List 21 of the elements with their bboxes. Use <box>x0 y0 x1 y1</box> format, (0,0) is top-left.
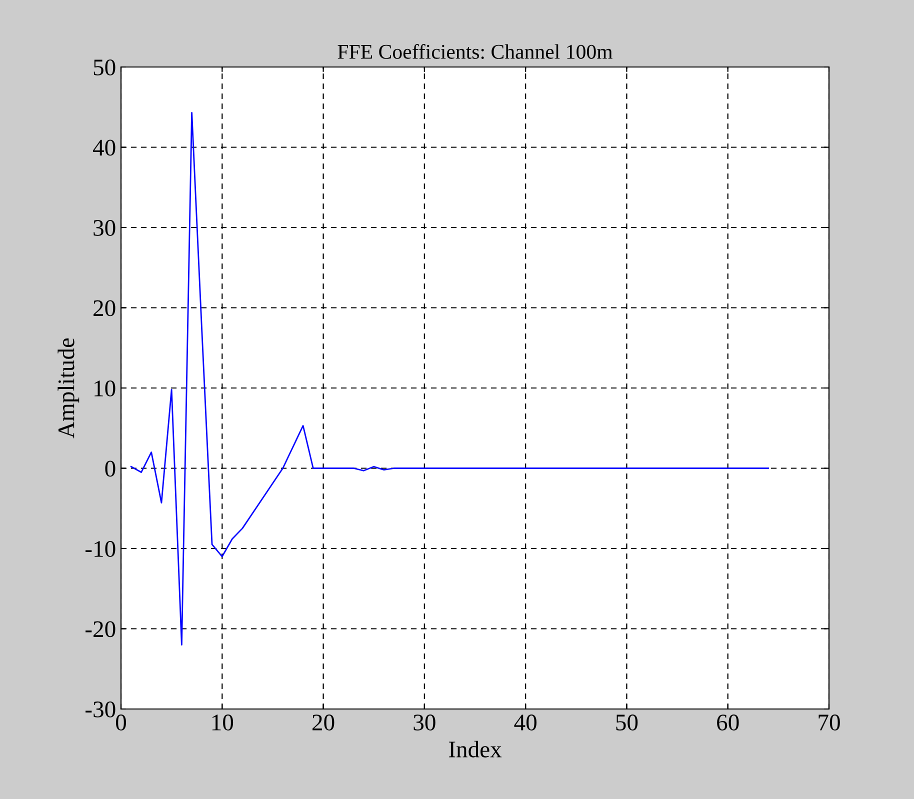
x-tick-label: 30 <box>414 714 436 730</box>
y-tick-label: 0 <box>105 460 116 477</box>
chart-title: FFE Coefficients: Channel 100m <box>338 44 612 59</box>
y-tick-label: 10 <box>94 380 116 396</box>
y-tick-label: 50 <box>94 59 116 76</box>
x-tick-label: 10 <box>212 714 234 730</box>
y-tick-label: 30 <box>94 220 116 236</box>
y-tick-label: 40 <box>92 140 116 156</box>
line-series <box>130 112 770 646</box>
x-tick-label: 50 <box>616 714 638 730</box>
x-tick-label: 60 <box>717 714 739 730</box>
x-tick-label: 20 <box>312 714 334 730</box>
x-tick-label: 0 <box>116 714 126 730</box>
x-tick-label: 70 <box>818 714 840 730</box>
y-tick-label: -30 <box>86 701 116 718</box>
y-axis-title: Amplitude <box>58 338 80 438</box>
x-axis-title: Index <box>448 740 502 758</box>
y-tick-label: -10 <box>86 540 116 557</box>
x-tick-label: 40 <box>514 714 536 730</box>
y-tick-label: 20 <box>94 300 116 316</box>
y-tick-label: -20 <box>86 621 116 638</box>
